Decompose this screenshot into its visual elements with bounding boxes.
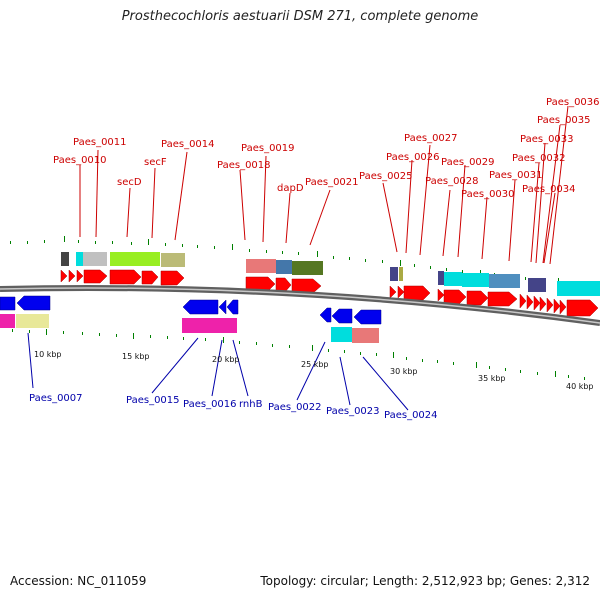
topology-text: Topology: circular; Length: 2,512,923 bp…	[260, 574, 590, 588]
gene-label: Paes_0019	[241, 143, 295, 154]
gene-label: Paes_0015	[126, 395, 180, 406]
gene-label: dapD	[277, 183, 304, 194]
gene-label: Paes_0025	[359, 171, 413, 182]
gene-label: rnhB	[239, 399, 263, 410]
gene-label: Paes_0033	[520, 134, 574, 145]
kbp-label: 35 kbp	[478, 374, 506, 383]
gene-label: Paes_0029	[441, 157, 495, 168]
accession-text: Accession: NC_011059	[10, 574, 147, 588]
forward-genes	[60, 269, 599, 317]
reverse-genes	[0, 295, 382, 325]
gene-label: Paes_0024	[384, 410, 438, 421]
gene-label: Paes_0010	[53, 155, 107, 166]
gene-label: Paes_0030	[461, 189, 515, 200]
gene-label: Paes_0036	[546, 97, 600, 108]
kbp-scale-labels: 10 kbp 15 kbp 20 kbp 25 kbp 30 kbp 35 kb…	[34, 350, 594, 391]
gene-label: Paes_0021	[305, 177, 359, 188]
kbp-label: 25 kbp	[301, 360, 329, 369]
gene-label: Paes_0027	[404, 133, 458, 144]
gene-label: Paes_0014	[161, 139, 215, 150]
gene-label: Paes_0032	[512, 153, 566, 164]
gene-label: Paes_0023	[326, 406, 380, 417]
forward-blocks	[61, 252, 600, 296]
gene-label: secF	[144, 157, 167, 168]
forward-gene-labels: Paes_0010 Paes_0011 secD secF Paes_0014 …	[53, 97, 600, 200]
gene-label: Paes_0028	[425, 176, 479, 187]
gene-label: Paes_0011	[73, 137, 127, 148]
kbp-label: 40 kbp	[566, 382, 594, 391]
gene-label: Paes_0034	[522, 184, 576, 195]
gene-label: Paes_0031	[489, 170, 543, 181]
kbp-label: 15 kbp	[122, 352, 150, 361]
gene-label: Paes_0018	[217, 160, 271, 171]
gene-label: secD	[117, 177, 142, 188]
genome-title: Prosthecochloris aestuarii DSM 271, comp…	[121, 9, 479, 24]
kbp-label: 30 kbp	[390, 367, 418, 376]
gene-label: Paes_0007	[29, 393, 83, 404]
reverse-blocks	[0, 314, 379, 343]
gene-label: Paes_0026	[386, 152, 440, 163]
lower-tick-ring	[12, 329, 585, 380]
gene-label: Paes_0022	[268, 402, 322, 413]
reverse-leader-lines	[27, 332, 409, 411]
kbp-label: 10 kbp	[34, 350, 62, 359]
gene-label: Paes_0035	[537, 115, 591, 126]
reverse-gene-labels: Paes_0007 Paes_0015 Paes_0016 rnhB Paes_…	[29, 393, 438, 421]
kbp-label: 20 kbp	[212, 355, 240, 364]
forward-leader-lines	[79, 105, 569, 265]
gene-label: Paes_0016	[183, 399, 237, 410]
